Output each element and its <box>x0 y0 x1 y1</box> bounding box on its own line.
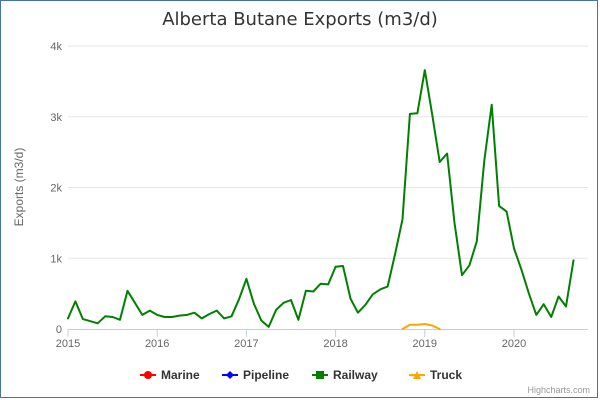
y-axis: 0 1k 2k 3k 4k <box>50 41 62 336</box>
x-tick-label: 2018 <box>323 338 347 350</box>
y-tick-label: 3k <box>50 112 62 124</box>
y-tick-label: 2k <box>50 183 62 195</box>
chart-title: Alberta Butane Exports (m3/d) <box>162 9 438 30</box>
railway-marker-icon <box>316 371 324 379</box>
pipeline-marker-icon <box>226 371 234 379</box>
legend-label: Truck <box>430 368 462 382</box>
x-tick-label: 2016 <box>145 338 169 350</box>
legend-item-pipeline[interactable]: Pipeline <box>222 368 289 382</box>
y-tick-label: 0 <box>56 324 62 336</box>
x-tick-label: 2015 <box>56 338 80 350</box>
legend-label: Marine <box>161 368 200 382</box>
grid-lines <box>68 45 588 259</box>
x-axis: 2015 2016 2017 2018 2019 2020 <box>56 329 588 350</box>
x-tick-label: 2019 <box>413 338 437 350</box>
legend-item-marine[interactable]: Marine <box>140 368 200 382</box>
y-axis-title: Exports (m3/d) <box>12 148 26 227</box>
y-tick-label: 4k <box>50 41 62 53</box>
y-tick-label: 1k <box>50 253 62 265</box>
series-line-railway <box>67 69 575 328</box>
legend-label: Railway <box>333 368 378 382</box>
x-tick-label: 2017 <box>234 338 258 350</box>
x-tick-label: 2020 <box>502 338 526 350</box>
series-line-truck <box>401 323 441 330</box>
legend: Marine Pipeline Railway Truck <box>140 368 462 382</box>
marine-marker-icon <box>144 371 152 379</box>
legend-item-truck[interactable]: Truck <box>409 368 462 382</box>
credits-link[interactable]: Highcharts.com <box>527 385 590 395</box>
truck-marker-icon <box>413 371 421 379</box>
series-group <box>67 69 575 330</box>
legend-label: Pipeline <box>243 368 289 382</box>
legend-item-railway[interactable]: Railway <box>312 368 378 382</box>
